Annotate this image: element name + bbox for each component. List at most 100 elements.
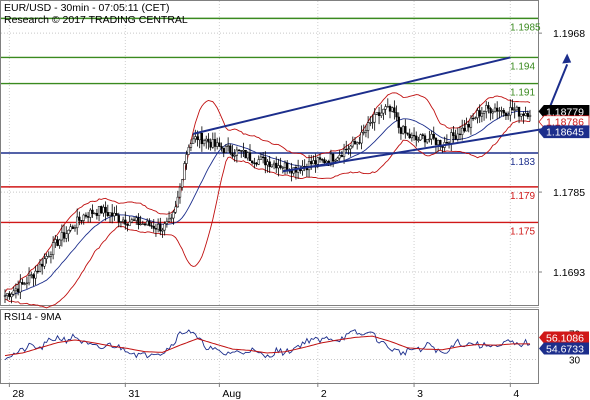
candle-body xyxy=(277,165,280,169)
candle-body xyxy=(137,217,140,225)
candle-body xyxy=(19,282,22,293)
candle-body xyxy=(60,232,64,241)
candle-body xyxy=(275,162,278,169)
candle-body xyxy=(316,157,319,165)
rsi-tag-label: 54.6733 xyxy=(546,343,584,355)
candle-body xyxy=(132,219,136,221)
candle-body xyxy=(375,112,379,115)
candle-body xyxy=(382,108,385,114)
candle-body xyxy=(233,155,236,157)
candle-body xyxy=(489,108,492,114)
candle-body xyxy=(49,254,53,257)
time-label: 28 xyxy=(12,388,24,400)
candle-body xyxy=(69,226,72,231)
candle-body xyxy=(272,162,276,166)
candle-body xyxy=(515,106,519,111)
candle-body xyxy=(235,149,239,156)
candle-body xyxy=(345,148,348,151)
candle-body xyxy=(264,156,267,166)
candle-body xyxy=(108,212,112,216)
candle-body xyxy=(461,127,464,135)
candle-body xyxy=(189,143,193,148)
candle-body xyxy=(45,256,48,260)
candle-body xyxy=(211,139,214,148)
candle-body xyxy=(452,132,455,136)
candle-body xyxy=(456,133,459,140)
candle-body xyxy=(360,132,363,144)
candle-body xyxy=(520,113,523,117)
level-label: 1.1985 xyxy=(510,22,541,33)
candle-body xyxy=(154,228,158,230)
candle-body xyxy=(474,117,477,119)
candle-body xyxy=(257,159,260,165)
candle-body xyxy=(97,206,101,216)
candle-body xyxy=(412,134,416,137)
candle-body xyxy=(226,145,230,147)
candle-body xyxy=(244,149,247,159)
candle-body xyxy=(366,122,370,131)
candle-body xyxy=(141,223,144,225)
price-tag-label: 1.18645 xyxy=(546,127,584,139)
candle-body xyxy=(312,160,315,165)
candle-body xyxy=(181,179,184,188)
candle-body xyxy=(465,123,468,132)
candle-body xyxy=(334,160,337,162)
time-label: 3 xyxy=(417,388,423,400)
candle-body xyxy=(104,206,107,213)
candle-body xyxy=(517,106,521,117)
candle-body xyxy=(406,132,409,135)
candle-body xyxy=(428,138,431,141)
level-label: 1.179 xyxy=(510,191,535,202)
candle-body xyxy=(478,110,481,117)
candle-body xyxy=(283,162,287,168)
time-label: Aug xyxy=(222,388,241,400)
candle-body xyxy=(356,142,359,145)
candle-body xyxy=(386,106,389,108)
candle-body xyxy=(21,282,24,285)
candle-body xyxy=(65,233,68,239)
rsi-title: RSI14 - 9MA xyxy=(4,312,62,323)
candle-body xyxy=(528,114,532,117)
candle-body xyxy=(281,167,284,169)
candle-body xyxy=(421,134,424,136)
rsi-tag-label: 56.1086 xyxy=(546,333,584,345)
level-lines: 1.1985 1.194 1.191 1.183 1.179 1.175 xyxy=(1,17,541,237)
candle-body xyxy=(165,221,169,224)
candle-body xyxy=(111,212,114,217)
candle-body xyxy=(113,213,116,217)
time-label: 2 xyxy=(321,388,327,400)
candle-body xyxy=(152,225,155,229)
candle-body xyxy=(290,170,293,174)
candle-body xyxy=(167,218,171,222)
channel-lower-line xyxy=(282,125,557,173)
rsi-tag xyxy=(539,331,589,344)
candle-body xyxy=(329,153,333,164)
candle-body xyxy=(194,136,197,140)
candle-body xyxy=(351,140,354,147)
candle-body xyxy=(399,127,403,134)
level-label: 1.183 xyxy=(510,157,535,168)
candle-body xyxy=(27,275,31,284)
candle-body xyxy=(436,140,440,145)
candle-body xyxy=(251,160,254,164)
candle-body xyxy=(32,274,35,279)
instrument-title: EUR/USD - 30min - 07:05:11 (CET) xyxy=(4,2,170,14)
candle-body xyxy=(491,111,494,114)
candle-body xyxy=(139,223,142,226)
time-label: 4 xyxy=(513,388,519,400)
candle-body xyxy=(71,226,74,229)
candle-body xyxy=(161,229,164,232)
candle-body xyxy=(143,223,147,226)
candle-body xyxy=(16,288,20,293)
candle-body xyxy=(504,112,508,117)
copyright-line: Research © 2017 TRADING CENTRAL xyxy=(4,14,188,26)
moving-average xyxy=(4,110,531,296)
candle-body xyxy=(51,242,55,256)
candle-body xyxy=(410,134,414,139)
candle-body xyxy=(338,155,341,159)
candle-body xyxy=(255,162,258,165)
candle-body xyxy=(415,135,418,141)
candle-body xyxy=(340,155,344,157)
candle-body xyxy=(524,113,527,116)
